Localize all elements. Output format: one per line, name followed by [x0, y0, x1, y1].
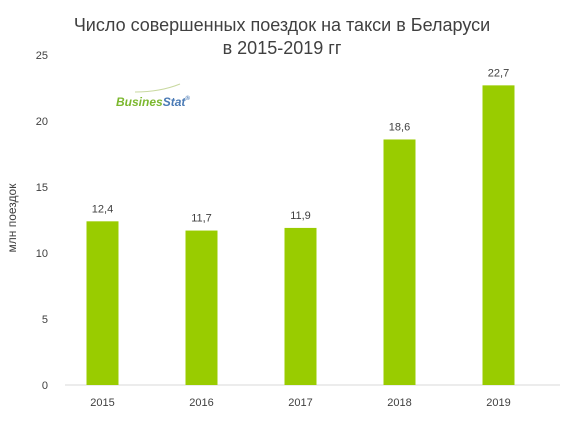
- logo-text-busines: Busines: [116, 95, 163, 109]
- y-tick-label: 25: [36, 50, 48, 62]
- bar-2016: [185, 230, 218, 385]
- x-tick-label-2017: 2017: [288, 397, 312, 409]
- chart-title-line-2: в 2015-2019 гг: [223, 38, 342, 58]
- x-tick-label-2015: 2015: [90, 397, 114, 409]
- bar-2018: [383, 139, 416, 385]
- data-label-2018: 18,6: [389, 121, 410, 133]
- y-tick-label: 5: [42, 314, 48, 326]
- bar-2017: [284, 227, 317, 385]
- data-labels: 12,4 11,7 11,9 18,6 22,7: [92, 67, 509, 224]
- y-axis-ticks: 0 5 10 15 20 25: [36, 50, 48, 392]
- x-axis-ticks: 2015 2016 2017 2018 2019: [90, 397, 510, 409]
- data-label-2015: 12,4: [92, 203, 113, 215]
- data-label-2017: 11,9: [290, 210, 311, 222]
- logo-registered-mark: ®: [185, 95, 190, 102]
- bars: [86, 85, 515, 386]
- y-tick-label: 20: [36, 116, 48, 128]
- bar-2019: [482, 85, 515, 386]
- y-axis-label: млн поездок: [5, 183, 19, 253]
- chart-title-line-1: Число совершенных поездок на такси в Бел…: [74, 15, 490, 35]
- y-tick-label: 0: [42, 380, 48, 392]
- logo-text-stat: Stat: [163, 95, 187, 109]
- x-tick-label-2016: 2016: [189, 397, 213, 409]
- businesstat-logo: BusinesStat®: [116, 83, 190, 109]
- data-label-2016: 11,7: [191, 213, 212, 225]
- x-tick-label-2018: 2018: [387, 397, 411, 409]
- logo-text: BusinesStat®: [116, 95, 190, 109]
- x-tick-label-2019: 2019: [486, 397, 510, 409]
- logo-swoosh: [134, 83, 181, 93]
- data-label-2019: 22,7: [488, 67, 509, 79]
- y-tick-label: 10: [36, 248, 48, 260]
- bar-2015: [86, 221, 119, 385]
- y-tick-label: 15: [36, 182, 48, 194]
